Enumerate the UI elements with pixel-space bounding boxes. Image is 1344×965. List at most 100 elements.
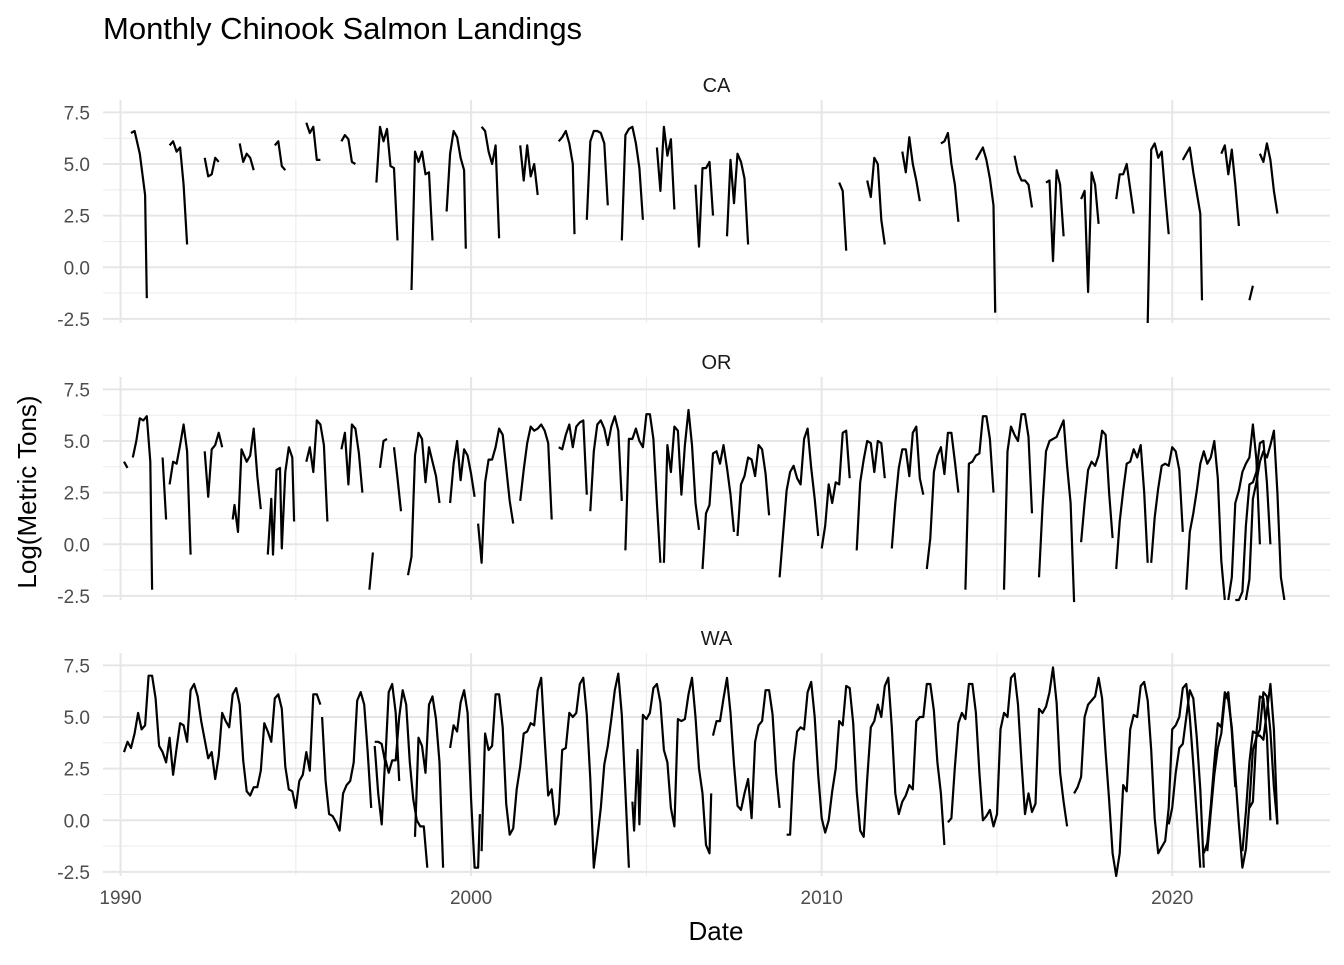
series-line-ca: [340, 134, 356, 165]
series-line-wa: [711, 676, 781, 820]
y-axis-label: Log(Metric Tons): [12, 395, 42, 588]
series-line-wa: [1202, 691, 1279, 869]
series-line-or: [1244, 429, 1286, 601]
y-tick-label: -2.5: [57, 587, 90, 608]
facet-ca: -2.5 0.0 2.5 5.0 7.5 CA: [57, 75, 1330, 331]
series-line-or: [449, 439, 476, 504]
series-line-ca: [1181, 146, 1204, 301]
series-line-ca: [1258, 142, 1279, 214]
series-line-ca: [585, 129, 609, 220]
series-line-ca: [168, 140, 189, 245]
series-line-or: [964, 415, 995, 590]
series-line-or: [1002, 413, 1034, 590]
series-line-ca: [866, 156, 886, 245]
series-line-or: [701, 444, 736, 570]
series-line-or: [392, 447, 403, 512]
series-line-or: [1185, 439, 1226, 601]
x-tick-label: 1990: [99, 888, 141, 909]
x-tick-label: 2000: [450, 888, 492, 909]
y-tick-label: 7.5: [64, 103, 90, 124]
series-line-or: [161, 457, 168, 520]
series-line-ca: [273, 140, 287, 171]
y-tick-label: 7.5: [64, 380, 90, 401]
series-line-ca: [1248, 285, 1254, 301]
series-line-ca: [375, 125, 399, 241]
series-line-or: [131, 415, 154, 590]
series-line-wa: [321, 691, 373, 832]
series-line-or: [266, 446, 296, 556]
series-line-or: [890, 425, 925, 549]
series-line-or: [203, 431, 224, 498]
series-line-wa: [374, 682, 401, 782]
y-tick-label: 5.0: [64, 708, 90, 729]
series-line-ca: [519, 144, 539, 196]
y-tick-label: 5.0: [64, 155, 90, 176]
series-line-ca: [445, 129, 467, 249]
chart-title: Monthly Chinook Salmon Landings: [103, 11, 582, 46]
series-line-or: [519, 423, 553, 520]
series-line-ca: [238, 143, 255, 171]
y-tick-label: 7.5: [64, 656, 90, 677]
series-line-or: [662, 408, 701, 563]
series-line-ca: [974, 146, 997, 313]
series-line-ca: [725, 152, 750, 245]
series-line-wa: [1248, 682, 1279, 825]
series-line-or: [855, 439, 886, 551]
series-line-or: [231, 427, 262, 533]
series-line-ca: [1080, 171, 1100, 294]
series-line-wa: [1206, 691, 1237, 852]
series-line-wa: [480, 672, 630, 869]
series-line-or: [1080, 429, 1114, 543]
series-line-ca: [203, 156, 220, 178]
series-line-or: [477, 427, 515, 564]
series-line-ca: [1220, 144, 1240, 227]
y-tick-label: 2.5: [64, 484, 90, 505]
series-line-ca: [620, 125, 644, 241]
series-line-ca: [1013, 155, 1034, 208]
facet-label: CA: [703, 75, 731, 97]
series-line-wa: [122, 674, 322, 809]
series-line-ca: [1045, 169, 1065, 263]
y-tick-label: -2.5: [57, 863, 90, 884]
series-line-or: [368, 552, 374, 590]
series-line-ca: [694, 160, 715, 248]
series-line-wa: [449, 689, 481, 869]
series-line-ca: [480, 126, 501, 239]
facet-label: OR: [702, 352, 732, 374]
series-line-or: [1150, 446, 1184, 563]
y-tick-label: 0.0: [64, 258, 90, 279]
facet-label: WA: [701, 628, 733, 650]
series-line-or: [123, 461, 129, 469]
series-line-wa: [373, 689, 429, 868]
series-line-ca: [557, 129, 576, 235]
series-line-ca: [130, 129, 148, 299]
series-line-ca: [838, 182, 848, 251]
series-line-ca: [901, 136, 921, 202]
y-tick-label: 2.5: [64, 207, 90, 228]
series-line-or: [736, 444, 771, 537]
series-line-or: [624, 413, 662, 563]
series-line-ca: [1115, 162, 1135, 214]
series-line-wa: [631, 676, 713, 855]
series-line-ca: [410, 150, 434, 291]
series-line-ca: [1146, 142, 1170, 324]
facet-wa: -2.5 0.0 2.5 5.0 7.5 WA: [57, 628, 1330, 884]
x-axis-label: Date: [689, 916, 744, 946]
series-line-or: [1227, 423, 1261, 601]
series-line-or: [778, 427, 820, 578]
series-line-or: [820, 429, 851, 549]
series-line-or: [305, 419, 329, 522]
y-tick-label: -2.5: [57, 310, 90, 331]
series-line-or: [378, 437, 388, 469]
series-line-or: [1115, 444, 1149, 570]
series-line-wa: [1073, 676, 1202, 878]
series-line-or: [589, 415, 623, 512]
series-line-or: [406, 431, 441, 576]
y-tick-label: 0.0: [64, 535, 90, 556]
series-line-or: [1037, 419, 1076, 603]
series-line-ca: [305, 122, 321, 161]
y-tick-label: 5.0: [64, 432, 90, 453]
series-line-wa: [413, 695, 445, 868]
